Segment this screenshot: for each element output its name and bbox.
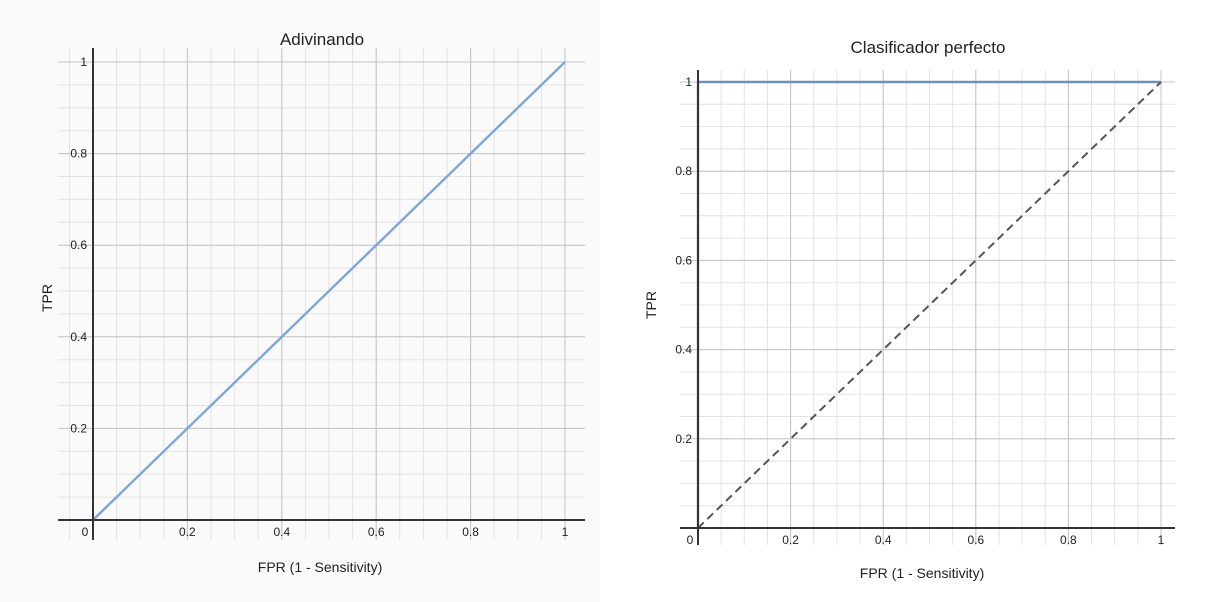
roc-curve-line [92, 61, 566, 521]
y-tick-label: 0.4 [675, 343, 692, 357]
tick-labels: 0 0.2 0.4 0.6 0.8 1 0.2 0.4 0.6 0.8 1 [70, 55, 568, 539]
x-tick-label: 0 [82, 525, 89, 539]
grid [58, 48, 585, 540]
grid [680, 70, 1175, 545]
axes [58, 48, 585, 540]
y-tick-label: 0.6 [675, 253, 692, 267]
y-axis-title: TPR [39, 284, 55, 312]
y-tick-label: 0.4 [70, 330, 87, 344]
x-tick-label: 0.8 [462, 525, 479, 539]
y-tick-label: 0.6 [70, 238, 87, 252]
tick-labels: 0 0.2 0.4 0.6 0.8 1 0.2 0.4 0.6 0.8 1 [675, 75, 1164, 547]
chart-perfect-classifier: 0 0.2 0.4 0.6 0.8 1 0.2 0.4 0.6 0.8 1 Clasificador… [643, 38, 1175, 581]
y-tick-label: 1 [685, 75, 692, 89]
x-tick-label: 0.6 [368, 525, 385, 539]
x-tick-label: 0.2 [179, 525, 196, 539]
chart-guessing: 0 0.2 0.4 0.6 0.8 1 0.2 0.4 0.6 0.8 1 Adivinando F… [39, 30, 585, 575]
y-tick-label: 0.8 [70, 147, 87, 161]
x-tick-label: 0 [687, 533, 694, 547]
x-axis-title: FPR (1 - Sensitivity) [258, 559, 382, 575]
y-tick-label: 0.2 [70, 421, 87, 435]
chart-guessing-panel: 0 0.2 0.4 0.6 0.8 1 0.2 0.4 0.6 0.8 1 Adivinando F… [0, 0, 600, 602]
axes [680, 70, 1175, 545]
x-tick-label: 0.6 [967, 533, 984, 547]
chart-title: Clasificador perfecto [851, 38, 1006, 57]
x-tick-label: 1 [1158, 533, 1165, 547]
chart-title: Adivinando [280, 30, 364, 49]
x-tick-label: 1 [562, 525, 569, 539]
x-tick-label: 0.4 [273, 525, 290, 539]
y-tick-label: 0.2 [675, 432, 692, 446]
x-tick-label: 0.8 [1060, 533, 1077, 547]
x-tick-label: 0.2 [782, 533, 799, 547]
y-tick-label: 0.8 [675, 164, 692, 178]
reference-diagonal-line [697, 81, 1162, 529]
x-axis-title: FPR (1 - Sensitivity) [860, 565, 984, 581]
chart-perfect-classifier-panel: 0 0.2 0.4 0.6 0.8 1 0.2 0.4 0.6 0.8 1 Clasificador… [600, 0, 1216, 602]
y-tick-label: 1 [80, 55, 87, 69]
x-tick-label: 0.4 [875, 533, 892, 547]
series-layer [92, 61, 566, 521]
y-axis-title: TPR [643, 291, 659, 319]
